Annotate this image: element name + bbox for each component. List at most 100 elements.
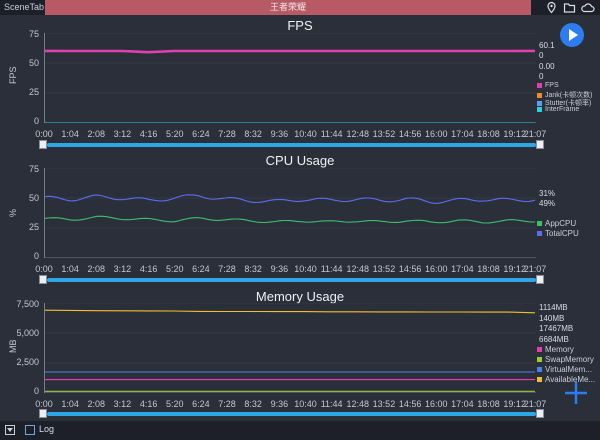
fps-range-handle-left[interactable]: [39, 140, 47, 149]
cpu-x-tick: 9:36: [270, 264, 289, 274]
stutter-current-value: 0.00: [539, 62, 555, 71]
interframe-current-value: 0: [539, 72, 544, 81]
fps-x-tick: 9:36: [270, 129, 289, 139]
cpu-x-tick: 10:40: [294, 264, 317, 274]
memory-x-tick: 7:28: [218, 399, 236, 409]
memory-range-handle-right[interactable]: [536, 409, 544, 418]
legend-memory[interactable]: Memory: [537, 345, 574, 354]
folder-icon[interactable]: [563, 1, 576, 14]
cpu-x-tick: 6:24: [192, 264, 210, 274]
fps-y-tick: 75: [28, 29, 39, 39]
legend-swapmemory[interactable]: SwapMemory: [537, 355, 594, 364]
app-name[interactable]: SceneTab: [4, 2, 45, 12]
jank-current-value: 0: [539, 51, 544, 60]
fps-x-tick: 16:00: [424, 129, 448, 139]
legend-appcpu[interactable]: AppCPU: [537, 219, 576, 228]
cpu-range-handle-left[interactable]: [39, 275, 47, 284]
cpu-x-tick: 5:20: [165, 264, 184, 274]
add-plus-icon[interactable]: [563, 380, 589, 406]
memory-y-tick: 0: [33, 386, 39, 396]
memory-x-tick: 1:04: [61, 399, 79, 409]
fps-x-tick: 1:04: [61, 129, 79, 139]
legend-totalcpu[interactable]: TotalCPU: [537, 229, 579, 238]
memory-chart-title: Memory Usage: [255, 289, 345, 304]
fps-x-tick: 6:24: [192, 129, 210, 139]
availablememory-current-value: 6684MB: [539, 335, 569, 344]
fps-x-tick: 17:04: [451, 129, 474, 139]
fps-x-tick: 10:40: [294, 129, 317, 139]
fps-y-tick: 50: [28, 58, 39, 68]
cpu-x-tick: 4:16: [139, 264, 158, 274]
cpu-x-tick: 21:07: [523, 264, 547, 274]
memory-x-tick: 16:00: [424, 399, 448, 409]
cpu-x-tick: 8:32: [244, 264, 262, 274]
fps-series-line-1: [44, 49, 536, 54]
cpu-series-line-2: [44, 194, 536, 204]
game-title-tab[interactable]: 王者荣耀: [45, 0, 531, 15]
memory-range-slider[interactable]: [39, 409, 544, 419]
memory-range-handle-left[interactable]: [39, 409, 47, 418]
legend-virtualmemory[interactable]: VirtualMem...: [537, 365, 592, 374]
cpu-x-tick: 12:48: [346, 264, 370, 274]
cpu-y-axis-label: %: [8, 208, 18, 217]
memory-x-tick: 9:36: [270, 399, 289, 409]
legend-interframe[interactable]: InterFrame: [537, 106, 579, 113]
location-pin-icon[interactable]: [545, 1, 558, 14]
fps-x-tick: 0:00: [35, 129, 53, 139]
fps-x-tick: 2:08: [87, 129, 106, 139]
log-label: Log: [39, 424, 55, 434]
cloud-icon[interactable]: [580, 1, 595, 14]
cpu-x-tick: 11:44: [320, 264, 343, 274]
top-bar: SceneTab 王者荣耀: [0, 0, 600, 15]
cpu-x-tick: 7:28: [218, 264, 236, 274]
cpu-x-tick: 3:12: [113, 264, 132, 274]
legend-stutter[interactable]: Stutter(卡顿率): [537, 98, 591, 108]
fps-range-track[interactable]: [47, 143, 536, 147]
memory-x-tick: 21:07: [523, 399, 547, 409]
cpu-x-tick: 16:00: [424, 264, 448, 274]
legend-availablememory[interactable]: AvailableMe...: [537, 375, 595, 384]
play-button[interactable]: [560, 23, 584, 47]
log-checkbox[interactable]: [25, 425, 35, 435]
swapmemory-current-value: 140MB: [539, 314, 565, 323]
fps-y-axis-label: FPS: [8, 66, 18, 84]
memory-x-tick: 14:56: [398, 399, 422, 409]
memory-x-tick: 2:08: [87, 399, 106, 409]
memory-y-axis-label: MB: [8, 339, 18, 354]
cpu-x-tick: 17:04: [451, 264, 474, 274]
virtualmemory-current-value: 17467MB: [539, 324, 574, 333]
memory-x-tick: 12:48: [346, 399, 370, 409]
appcpu-current-value: 31%: [539, 189, 556, 198]
cpu-x-tick: 18:08: [477, 264, 500, 274]
cpu-chart-title: CPU Usage: [265, 153, 335, 168]
fps-chart-title: FPS: [287, 18, 313, 33]
cpu-range-track[interactable]: [47, 278, 536, 282]
memory-x-tick: 10:40: [294, 399, 317, 409]
fps-range-slider[interactable]: [39, 140, 544, 150]
memory-range-track[interactable]: [47, 412, 536, 416]
bottom-bar: Log: [0, 421, 600, 440]
memory-x-tick: 0:00: [35, 399, 53, 409]
cpu-range-slider[interactable]: [39, 275, 544, 285]
cpu-x-tick: 2:08: [87, 264, 106, 274]
fps-range-handle-right[interactable]: [536, 140, 544, 149]
cpu-y-tick: 25: [28, 222, 39, 232]
fps-x-tick: 8:32: [244, 129, 262, 139]
cpu-range-handle-right[interactable]: [536, 275, 544, 284]
memory-x-tick: 4:16: [139, 399, 158, 409]
cpu-x-axis-ticks: 0:00 1:04 2:08 3:12 4:16 5:20 6:24 7:28 8:32 9:36…: [0, 264, 600, 275]
legend-fps[interactable]: FPS: [537, 82, 559, 89]
cpu-x-tick: 13:52: [372, 264, 396, 274]
fps-x-tick: 3:12: [113, 129, 132, 139]
memory-current-value: 1114MB: [539, 303, 568, 312]
legend-jank[interactable]: Jank(卡顿次数): [537, 90, 592, 100]
memory-x-tick: 8:32: [244, 399, 262, 409]
collapse-dropdown-button[interactable]: [5, 425, 15, 435]
cpu-x-tick: 1:04: [61, 264, 79, 274]
totalcpu-current-value: 49%: [539, 199, 556, 208]
cpu-y-tick: 75: [28, 164, 39, 174]
fps-x-tick: 12:48: [346, 129, 370, 139]
fps-current-value: 60.1: [539, 41, 555, 50]
fps-x-tick: 7:28: [218, 129, 236, 139]
memory-series-line-4: [44, 309, 536, 314]
